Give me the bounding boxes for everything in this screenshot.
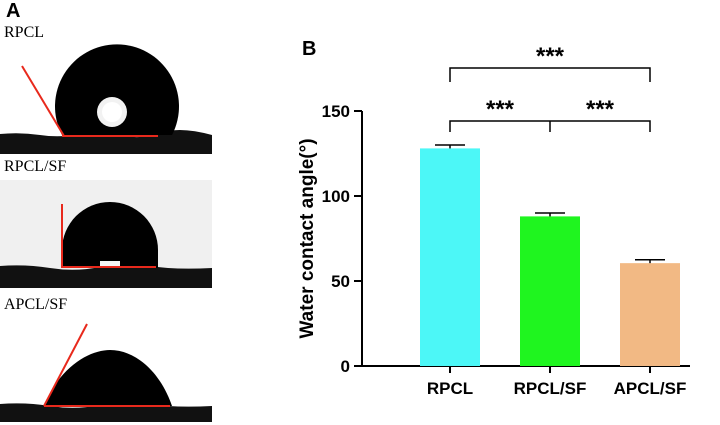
bar-apcl-sf [620,263,680,366]
photo-label-rpcl-sf: RPCL/SF [4,158,67,175]
significance-bracket [449,67,651,82]
droplet-photo-apcl-sf [0,316,212,422]
y-tick-label: 50 [331,272,350,291]
significance-label: *** [486,96,515,123]
x-tick-label-rpcl-sf: RPCL/SF [514,379,587,398]
significance-label: *** [586,96,615,123]
significance-label: *** [536,43,565,70]
y-tick-label: 100 [322,187,350,206]
photo-label-apcl-sf: APCL/SF [4,296,68,313]
photo-label-rpcl: RPCL [4,24,45,41]
y-axis-title: Water contact angle(°) [297,138,318,338]
bar-rpcl [420,148,480,366]
droplet-photo-rpcl [0,44,212,154]
x-tick-label-rpcl: RPCL [427,379,473,398]
x-tick-label-apcl-sf: APCL/SF [614,379,687,398]
panel-b-letter: B [302,38,317,60]
y-tick-label: 150 [322,102,350,121]
bar-rpcl-sf [520,216,580,366]
y-tick-label: 0 [341,357,350,376]
panel-a-letter: A [6,0,21,22]
droplet-photo-rpcl-sf [0,180,212,288]
